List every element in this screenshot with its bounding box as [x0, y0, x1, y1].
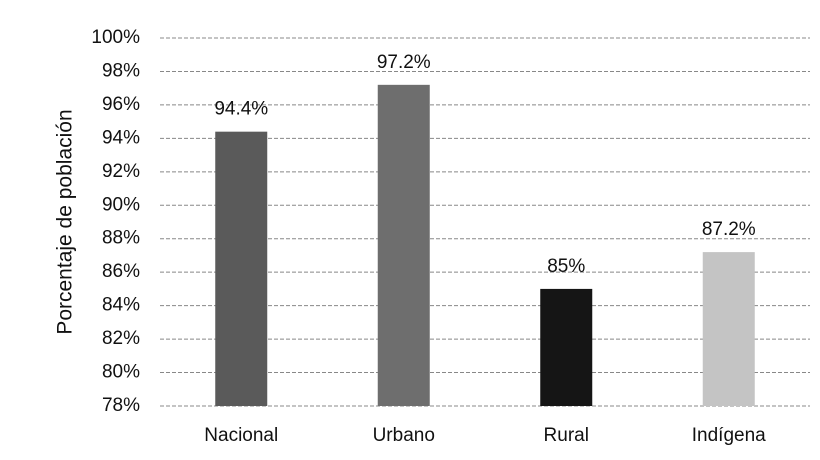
bar — [702, 252, 755, 406]
y-tick-label: 86% — [102, 261, 140, 282]
x-tick-label: Nacional — [204, 425, 278, 446]
y-tick-label: 96% — [102, 94, 140, 115]
data-label: 87.2% — [702, 219, 756, 240]
y-tick-label: 84% — [102, 295, 140, 316]
y-tick-label: 80% — [102, 362, 140, 383]
data-label: 85% — [547, 256, 585, 277]
y-axis-label: Porcentaje de población — [54, 109, 77, 334]
y-tick-label: 88% — [102, 228, 140, 249]
x-tick-label: Rural — [544, 425, 589, 446]
y-tick-label: 82% — [102, 328, 140, 349]
bar — [540, 288, 593, 406]
y-tick-label: 98% — [102, 60, 140, 81]
data-label: 94.4% — [214, 99, 268, 120]
data-label: 97.2% — [377, 52, 431, 73]
x-tick-label: Urbano — [373, 425, 435, 446]
x-tick-label: Indígena — [692, 425, 766, 446]
bar — [215, 131, 268, 406]
y-tick-label: 90% — [102, 194, 140, 215]
y-tick-label: 100% — [91, 27, 140, 48]
y-tick-label: 92% — [102, 161, 140, 182]
bar — [377, 84, 430, 406]
y-tick-label: 78% — [102, 395, 140, 416]
y-tick-label: 94% — [102, 127, 140, 148]
